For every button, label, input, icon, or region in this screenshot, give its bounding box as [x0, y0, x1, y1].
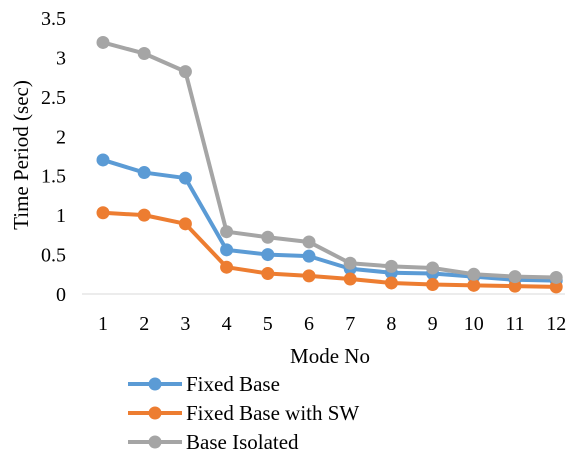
legend-label: Fixed Base with SW — [186, 401, 359, 425]
data-point — [302, 269, 316, 283]
x-tick-label: 4 — [222, 313, 232, 335]
legend-swatch-marker — [148, 435, 162, 449]
data-point — [178, 171, 192, 185]
y-tick-label: 3 — [56, 47, 66, 69]
x-tick-label: 5 — [263, 313, 273, 335]
x-tick-label: 8 — [386, 313, 396, 335]
series-line — [102, 158, 557, 283]
x-tick-label: 2 — [139, 313, 149, 335]
data-point — [178, 65, 192, 79]
data-point — [96, 206, 110, 220]
data-point — [508, 270, 522, 284]
series-base-isolated — [96, 35, 563, 284]
y-tick-label: 1.5 — [41, 166, 66, 188]
data-point — [261, 266, 275, 280]
data-point — [426, 261, 440, 275]
x-tick-label: 10 — [464, 313, 484, 335]
data-point — [343, 256, 357, 270]
x-axis-tick-labels: 1 2 3 4 5 6 7 8 9 10 11 12 — [98, 313, 566, 335]
data-point — [96, 35, 110, 49]
x-axis-title: Mode No — [290, 344, 370, 368]
x-tick-label: 9 — [428, 313, 438, 335]
data-point — [220, 225, 234, 239]
series-line — [102, 210, 557, 289]
legend-label: Base Isolated — [186, 430, 299, 454]
data-point — [220, 243, 234, 257]
x-tick-label: 3 — [180, 313, 190, 335]
x-tick-label: 12 — [546, 313, 566, 335]
legend-item: Base Isolated — [128, 430, 299, 454]
data-point — [508, 279, 522, 293]
y-axis-tick-labels: 0 0.5 1 1.5 2 2.5 3 3.5 — [41, 8, 66, 306]
legend: Fixed Base Fixed Base with SW Base Isolate… — [128, 372, 359, 454]
data-point — [137, 46, 151, 60]
data-point — [384, 259, 398, 273]
data-point — [137, 166, 151, 180]
data-point — [467, 267, 481, 281]
y-axis-title: Time Period (sec) — [9, 80, 33, 230]
legend-label: Fixed Base — [186, 372, 280, 396]
data-point — [261, 230, 275, 244]
y-tick-label: 0.5 — [41, 245, 66, 267]
data-point — [343, 272, 357, 286]
x-tick-label: 6 — [304, 313, 314, 335]
x-tick-label: 11 — [505, 313, 524, 335]
x-tick-label: 7 — [345, 313, 355, 335]
y-tick-label: 2 — [56, 126, 66, 148]
legend-swatch-marker — [148, 377, 162, 391]
data-point — [426, 278, 440, 292]
data-point — [261, 248, 275, 262]
data-point — [384, 276, 398, 290]
data-point — [178, 217, 192, 231]
series-fixed-base-with-sw — [96, 206, 563, 294]
y-tick-label: 0 — [56, 284, 66, 306]
legend-swatch-marker — [148, 406, 162, 420]
x-tick-label: 1 — [98, 313, 108, 335]
data-point — [96, 153, 110, 167]
data-point — [302, 235, 316, 249]
y-tick-label: 1 — [56, 205, 66, 227]
data-point — [467, 278, 481, 292]
data-point — [549, 280, 563, 294]
series-layer — [96, 35, 563, 294]
data-point — [549, 270, 563, 284]
y-tick-label: 2.5 — [41, 87, 66, 109]
y-tick-label: 3.5 — [41, 8, 66, 30]
legend-item: Fixed Base — [128, 372, 280, 396]
data-point — [302, 249, 316, 263]
data-point — [220, 260, 234, 274]
data-point — [137, 208, 151, 222]
series-line — [102, 40, 557, 280]
legend-item: Fixed Base with SW — [128, 401, 359, 425]
